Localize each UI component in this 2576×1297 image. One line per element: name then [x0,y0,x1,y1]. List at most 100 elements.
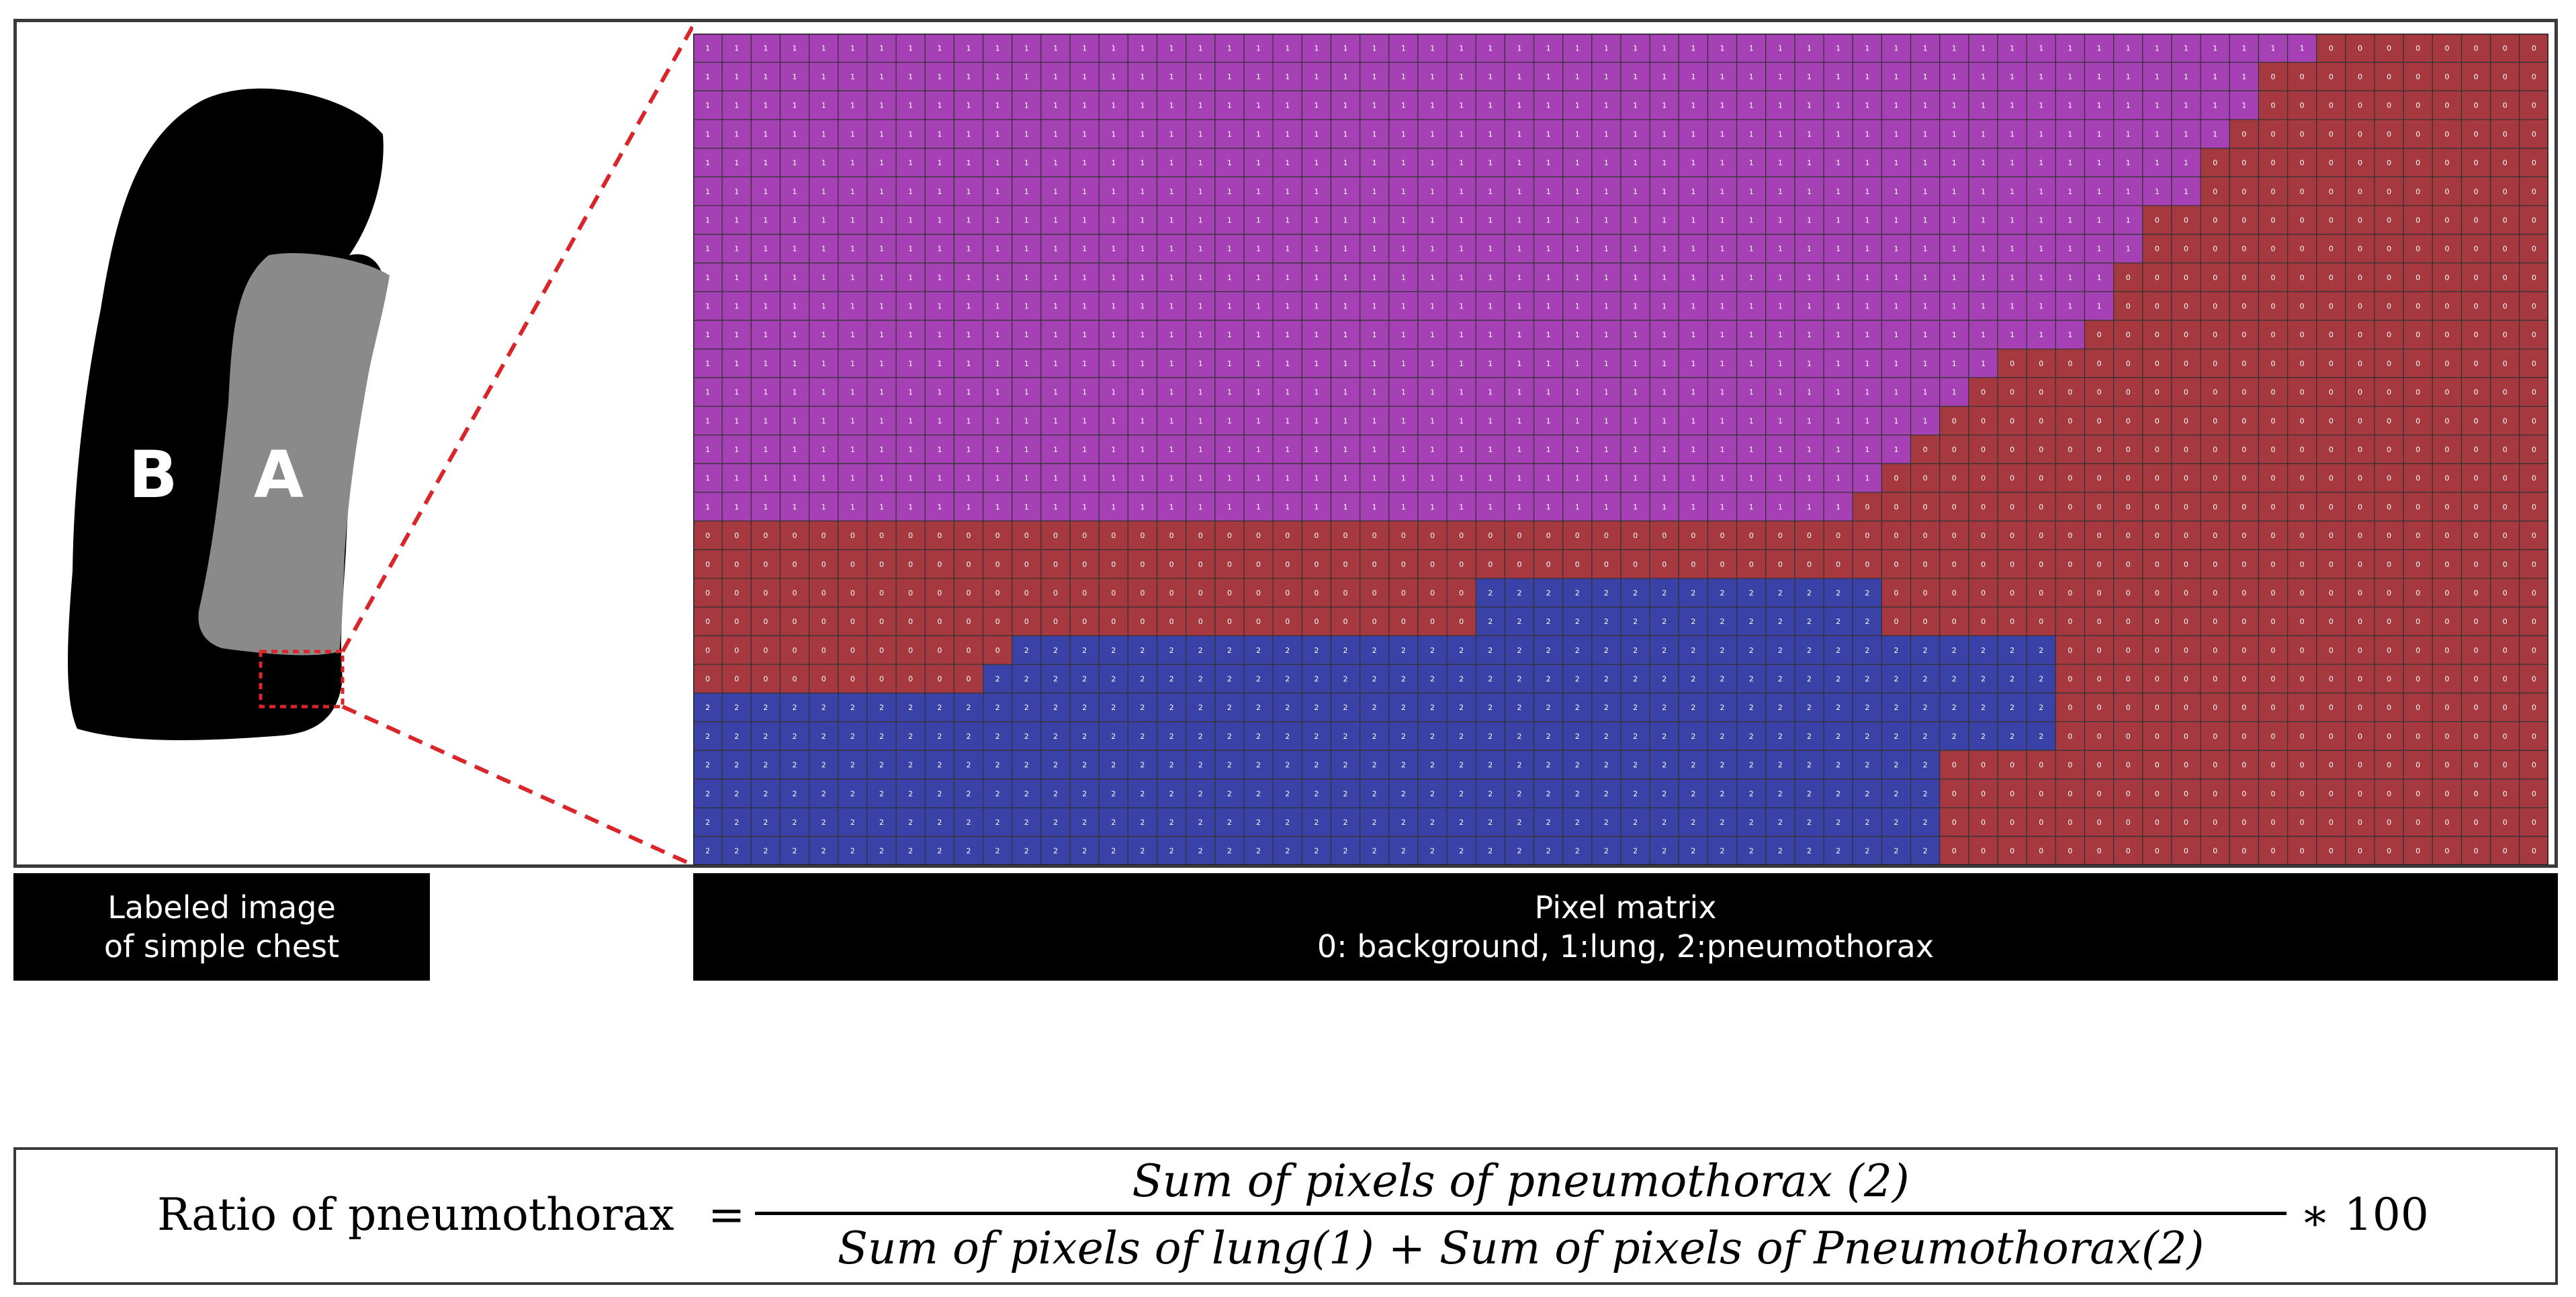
matrix-cell-value: 1 [1343,159,1348,167]
matrix-cell [1620,34,1650,63]
matrix-cell [2200,205,2230,235]
matrix-cell-value: 1 [1575,474,1580,483]
matrix-cell-value: 1 [1401,273,1406,282]
matrix-cell [2316,62,2346,91]
matrix-cell [2258,377,2289,407]
matrix-cell-value: 0 [2271,359,2276,368]
matrix-cell [1330,320,1361,350]
matrix-cell-value: 0 [2271,531,2276,540]
matrix-cell-value: 0 [2068,646,2072,655]
matrix-cell-value: 1 [1430,159,1435,167]
matrix-cell-value: 1 [1894,244,1898,253]
matrix-cell [1330,90,1361,120]
matrix-cell-value: 1 [1691,187,1695,196]
matrix-cell-value: 2 [1082,847,1087,856]
matrix-cell-value: 0 [995,588,1000,597]
matrix-cell-value: 0 [2213,703,2217,712]
matrix-cell [1243,406,1274,436]
matrix-cell-value: 0 [850,531,855,540]
matrix-cell-value: 0 [2532,761,2536,770]
matrix-cell [1040,176,1071,206]
matrix-cell-value: 0 [2241,617,2246,626]
matrix-cell-value: 2 [1430,847,1435,856]
matrix-cell-value: 2 [1169,789,1174,798]
matrix-cell-value: 1 [1662,502,1667,511]
matrix-cell-value: 0 [2184,216,2188,224]
matrix-cell-value: 0 [1024,560,1029,569]
matrix-cell-value: 0 [2503,159,2507,167]
matrix-cell-value: 1 [1401,159,1406,167]
matrix-cell-value: 2 [1111,646,1116,655]
matrix-cell [1910,406,1941,436]
matrix-cell-value: 0 [908,560,913,569]
matrix-cell-value: 1 [1923,216,1928,224]
matrix-cell-value: 0 [2415,560,2420,569]
matrix-cell-value: 0 [2387,130,2391,138]
matrix-cell [1186,148,1216,178]
matrix-cell-value: 1 [1865,273,1869,282]
matrix-cell-value: 2 [1372,818,1377,827]
matrix-cell-value: 2 [1459,703,1464,712]
matrix-cell [982,90,1013,120]
matrix-cell-value: 0 [2415,416,2420,425]
matrix-cell [2026,148,2056,178]
matrix-cell-value: 0 [2213,531,2217,540]
matrix-cell-value: 0 [2300,388,2305,397]
matrix-cell-value: 2 [937,789,942,798]
matrix-cell [1794,176,1824,206]
matrix-cell-value: 1 [1807,273,1812,282]
matrix-cell-value: 0 [2415,330,2420,339]
matrix-cell-value: 2 [1691,761,1695,770]
matrix-cell-value: 0 [2387,216,2391,224]
matrix-cell-value: 1 [793,474,797,483]
matrix-cell-value: 1 [1314,187,1319,196]
matrix-cell-value: 2 [1923,732,1928,741]
matrix-cell [2460,176,2491,206]
matrix-cell-value: 1 [1227,216,1232,224]
matrix-cell-value: 2 [1836,703,1840,712]
matrix-cell-value: 2 [1140,818,1145,827]
matrix-cell-value: 0 [2184,588,2188,597]
matrix-cell-value: 1 [995,44,1000,52]
matrix-cell-value: 0 [1053,588,1058,597]
matrix-cell-value: 0 [2126,646,2131,655]
matrix-cell [1736,176,1767,206]
matrix-cell [779,205,810,235]
matrix-cell-value: 1 [1227,273,1232,282]
matrix-cell-value: 0 [1923,531,1928,540]
matrix-cell-value: 1 [1459,130,1464,138]
matrix-cell-value: 1 [1053,130,1058,138]
matrix-cell-value: 0 [763,531,768,540]
matrix-cell-value: 1 [2126,216,2131,224]
matrix-cell-value: 1 [793,445,797,454]
matrix-cell-value: 1 [1546,159,1551,167]
matrix-cell-value: 2 [1459,732,1464,741]
matrix-cell-value: 0 [1546,531,1551,540]
matrix-cell [953,377,984,407]
matrix-cell-value: 1 [1314,445,1319,454]
matrix-cell-value: 1 [1575,244,1580,253]
matrix-cell [1910,205,1941,235]
matrix-cell-value: 1 [1082,187,1087,196]
matrix-cell-value: 0 [2444,761,2449,770]
matrix-cell-value: 0 [2329,302,2334,311]
matrix-cell-value: 0 [2503,244,2507,253]
matrix-cell-value: 0 [2155,818,2160,827]
matrix-cell-value: 2 [1169,818,1174,827]
matrix-cell-value: 2 [1604,789,1609,798]
matrix-cell-value: 2 [2039,703,2043,712]
matrix-cell-value: 0 [2387,531,2391,540]
matrix-cell-value: 1 [995,445,1000,454]
matrix-cell-value: 1 [1807,359,1812,368]
matrix-cell [2286,291,2317,321]
matrix-cell-value: 0 [2415,388,2420,397]
matrix-cell-value: 2 [1053,732,1058,741]
matrix-cell-value: 0 [1082,617,1087,626]
matrix-cell-value: 2 [1633,675,1638,684]
matrix-cell-value: 2 [1285,818,1290,827]
matrix-cell-value: 1 [1314,273,1319,282]
matrix-cell-value: 0 [1024,617,1029,626]
matrix-cell-value: 2 [1807,761,1812,770]
matrix-cell [2374,463,2404,493]
matrix-cell [693,176,723,206]
